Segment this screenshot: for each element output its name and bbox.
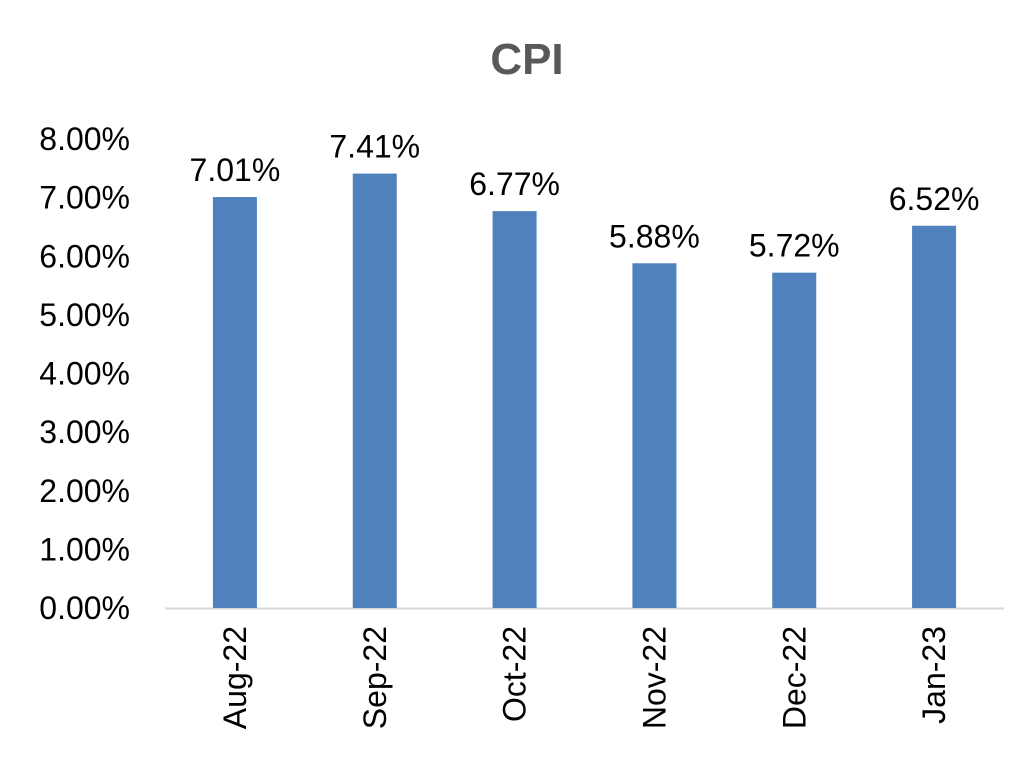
y-tick-label: 4.00% xyxy=(39,356,130,392)
data-label: 6.52% xyxy=(889,181,980,217)
bar-oct-22 xyxy=(492,211,537,608)
bar-sep-22 xyxy=(352,173,397,608)
y-axis-ticks: 0.00% 1.00% 2.00% 3.00% 4.00% 5.00% 6.00% 7.00%… xyxy=(39,121,130,626)
bar-dec-22 xyxy=(772,272,817,608)
bar-nov-22 xyxy=(632,263,677,608)
y-tick-label: 1.00% xyxy=(39,531,130,567)
chart-title: CPI xyxy=(490,35,563,84)
data-label: 7.01% xyxy=(190,152,281,188)
bar-aug-22 xyxy=(212,197,257,608)
x-tick-label: Oct-22 xyxy=(497,626,533,722)
x-tick-label: Aug-22 xyxy=(217,626,253,729)
x-tick-label: Nov-22 xyxy=(636,626,672,729)
y-tick-label: 0.00% xyxy=(39,590,130,626)
y-tick-label: 3.00% xyxy=(39,414,130,450)
data-label: 5.72% xyxy=(749,228,840,264)
y-tick-label: 7.00% xyxy=(39,180,130,216)
x-tick-label: Sep-22 xyxy=(357,626,393,729)
data-label: 7.41% xyxy=(329,129,420,165)
y-tick-label: 8.00% xyxy=(39,121,130,157)
data-label: 6.77% xyxy=(469,166,560,202)
y-tick-label: 6.00% xyxy=(39,238,130,274)
bar-jan-23 xyxy=(912,225,957,608)
data-labels: 7.01% 7.41% 6.77% 5.88% 5.72% 6.52% xyxy=(190,129,980,264)
x-tick-label: Dec-22 xyxy=(776,626,812,729)
bars xyxy=(212,173,957,608)
y-tick-label: 2.00% xyxy=(39,473,130,509)
x-tick-label: Jan-23 xyxy=(916,626,952,724)
x-axis-ticks: Aug-22 Sep-22 Oct-22 Nov-22 Dec-22 Jan-23 xyxy=(217,626,952,729)
data-label: 5.88% xyxy=(609,218,700,254)
y-tick-label: 5.00% xyxy=(39,297,130,333)
